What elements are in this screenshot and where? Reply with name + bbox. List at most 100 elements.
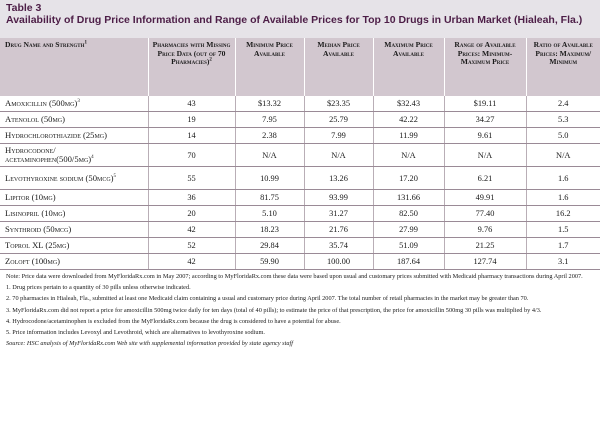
drug-name: Hydrocodone/ acetaminophen(500/5mg) xyxy=(5,145,92,164)
column-header-1: Pharmacies with Missing Price Data (out … xyxy=(148,38,236,96)
cell-max: N/A xyxy=(373,143,445,167)
table-row: Levothyroxine sodium (50mcg)5 55 10.99 13.2… xyxy=(0,166,600,190)
drug-name-cell: Synthroid (50mcg) xyxy=(0,221,149,238)
footnote-marker: 2 xyxy=(209,57,212,63)
cell-missing: 20 xyxy=(148,205,236,222)
drug-name: Toprol XL (25mg) xyxy=(5,240,70,250)
table-row: Lipitor (10mg) 36 81.75 93.99 131.66 49.91 1.6 xyxy=(0,189,600,206)
column-header-0: Drug Name and Strength1 xyxy=(0,38,149,96)
cell-range: N/A xyxy=(444,143,527,167)
cell-min: 2.38 xyxy=(235,127,305,144)
column-header-label: Drug Name and Strength xyxy=(5,40,85,49)
cell-missing: 55 xyxy=(148,166,236,190)
cell-missing: 42 xyxy=(148,253,236,270)
cell-max: 17.20 xyxy=(373,166,445,190)
table-row: Atenolol (50mg) 19 7.95 25.79 42.22 34.27 5.3 xyxy=(0,111,600,128)
column-header-label: Range of Available Prices: Minimum-Maxim… xyxy=(454,40,516,67)
column-header-6: Ratio of Available Prices: Maximum/ Mini… xyxy=(526,38,600,96)
column-header-3: Median Price Available xyxy=(304,38,374,96)
cell-median: N/A xyxy=(304,143,374,167)
cell-range: 9.61 xyxy=(444,127,527,144)
table-title: Availability of Drug Price Information a… xyxy=(6,14,583,26)
cell-missing: 52 xyxy=(148,237,236,254)
cell-max: 11.99 xyxy=(373,127,445,144)
cell-ratio: N/A xyxy=(526,143,600,167)
cell-ratio: 1.6 xyxy=(526,166,600,190)
cell-missing: 43 xyxy=(148,96,236,112)
drug-name-cell: Toprol XL (25mg) xyxy=(0,237,149,254)
cell-range: $19.11 xyxy=(444,96,527,112)
column-header-label: Ratio of Available Prices: Maximum/ Mini… xyxy=(533,40,593,67)
cell-min: 29.84 xyxy=(235,237,305,254)
cell-max: 187.64 xyxy=(373,253,445,270)
table-row: Toprol XL (25mg) 52 29.84 35.74 51.09 21.25 1.… xyxy=(0,237,600,254)
cell-missing: 36 xyxy=(148,189,236,206)
drug-name: Synthroid (50mcg) xyxy=(5,224,72,234)
cell-range: 6.21 xyxy=(444,166,527,190)
cell-median: 13.26 xyxy=(304,166,374,190)
drug-price-table: Drug Name and Strength1 Pharmacies with M… xyxy=(0,38,600,270)
cell-missing: 70 xyxy=(148,143,236,167)
drug-name: Atenolol (50mg) xyxy=(5,114,65,124)
cell-median: $23.35 xyxy=(304,96,374,112)
cell-ratio: 1.7 xyxy=(526,237,600,254)
cell-ratio: 2.4 xyxy=(526,96,600,112)
table-notes: Note: Price data were downloaded from My… xyxy=(0,270,600,348)
cell-median: 31.27 xyxy=(304,205,374,222)
cell-min: N/A xyxy=(235,143,305,167)
cell-max: 82.50 xyxy=(373,205,445,222)
column-header-label: Minimum Price Available xyxy=(246,40,293,58)
drug-name: Lipitor (10mg) xyxy=(5,192,56,202)
cell-range: 34.27 xyxy=(444,111,527,128)
table-row: Synthroid (50mcg) 42 18.23 21.76 27.99 9.76 1.… xyxy=(0,221,600,238)
cell-min: 59.90 xyxy=(235,253,305,270)
column-header-label: Pharmacies with Missing Price Data (out … xyxy=(152,40,231,67)
cell-min: 81.75 xyxy=(235,189,305,206)
drug-name: Amoxicillin (500mg) xyxy=(5,98,78,108)
cell-median: 7.99 xyxy=(304,127,374,144)
table-row: Hydrochlorothiazide (25mg) 14 2.38 7.99 11.9… xyxy=(0,127,600,144)
cell-min: 10.99 xyxy=(235,166,305,190)
drug-name-cell: Amoxicillin (500mg)3 xyxy=(0,96,149,112)
footnote-marker: 5 xyxy=(113,173,117,179)
cell-min: $13.32 xyxy=(235,96,305,112)
cell-range: 9.76 xyxy=(444,221,527,238)
cell-median: 35.74 xyxy=(304,237,374,254)
drug-name-cell: Atenolol (50mg) xyxy=(0,111,149,128)
drug-name-cell: Lisinopril (10mg) xyxy=(0,205,149,222)
cell-max: 42.22 xyxy=(373,111,445,128)
note-1: 1. Drug prices pertain to a quantity of … xyxy=(6,284,191,292)
table-row: Hydrocodone/ acetaminophen(500/5mg)4 70 N/… xyxy=(0,143,600,167)
cell-median: 25.79 xyxy=(304,111,374,128)
drug-name-cell: Hydrochlorothiazide (25mg) xyxy=(0,127,149,144)
drug-name: Levothyroxine sodium (50mcg) xyxy=(5,172,114,183)
cell-ratio: 16.2 xyxy=(526,205,600,222)
cell-range: 127.74 xyxy=(444,253,527,270)
drug-name: Hydrochlorothiazide (25mg) xyxy=(5,130,107,140)
cell-range: 49.91 xyxy=(444,189,527,206)
cell-range: 77.40 xyxy=(444,205,527,222)
cell-median: 100.00 xyxy=(304,253,374,270)
drug-name-cell: Hydrocodone/ acetaminophen(500/5mg)4 xyxy=(0,143,149,167)
cell-ratio: 3.1 xyxy=(526,253,600,270)
cell-missing: 42 xyxy=(148,221,236,238)
cell-median: 21.76 xyxy=(304,221,374,238)
cell-max: 131.66 xyxy=(373,189,445,206)
source-text: Source: HSC analysis of MyFloridaRx.com … xyxy=(6,340,293,348)
drug-name-cell: Zoloft (100mg) xyxy=(0,253,149,270)
source-note: Source: HSC analysis of MyFloridaRx.com … xyxy=(6,340,594,348)
table-header-block: Table 3 Availability of Drug Price Infor… xyxy=(0,0,600,38)
table-row: Lisinopril (10mg) 20 5.10 31.27 82.50 77.40 16… xyxy=(0,205,600,222)
note-4: 4. Hydrocodone/acetaminophen is excluded… xyxy=(6,317,341,325)
cell-ratio: 5.0 xyxy=(526,127,600,144)
cell-min: 18.23 xyxy=(235,221,305,238)
footnote-marker: 1 xyxy=(84,40,88,46)
cell-max: 51.09 xyxy=(373,237,445,254)
drug-name-cell: Lipitor (10mg) xyxy=(0,189,149,206)
column-header-row: Drug Name and Strength1 Pharmacies with M… xyxy=(0,38,600,96)
drug-name: Zoloft (100mg) xyxy=(5,256,61,266)
column-header-2: Minimum Price Available xyxy=(235,38,305,96)
cell-median: 93.99 xyxy=(304,189,374,206)
table-row: Zoloft (100mg) 42 59.90 100.00 187.64 127.74 3… xyxy=(0,253,600,270)
footnote-marker: 3 xyxy=(77,99,80,105)
